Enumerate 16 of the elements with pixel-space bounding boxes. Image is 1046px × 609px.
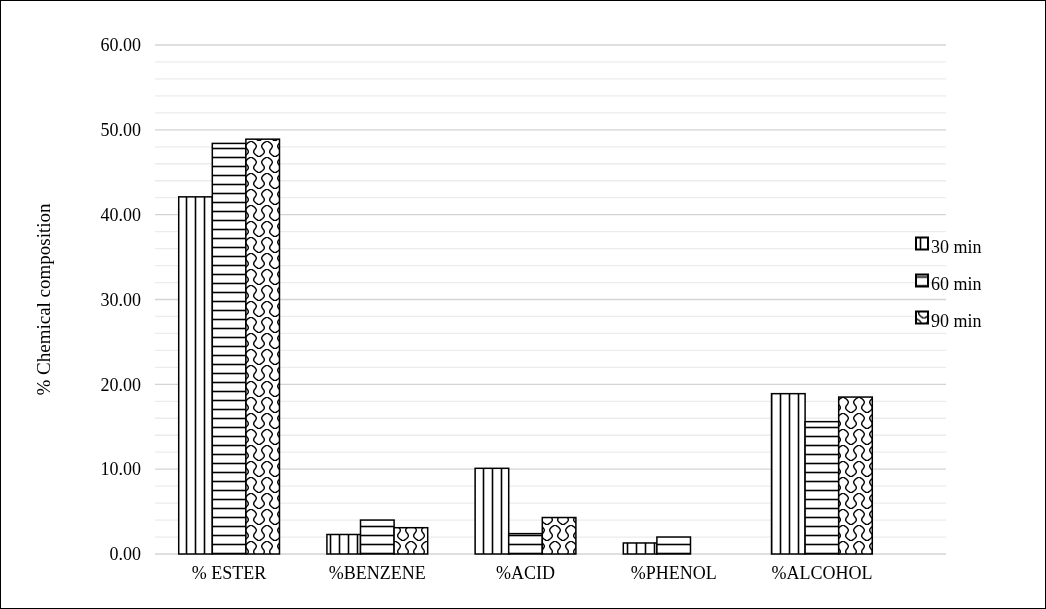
y-tick-label: 10.00 [100, 459, 141, 480]
y-axis-title: % Chemical composition [33, 202, 54, 396]
y-tick-label: 40.00 [100, 204, 141, 225]
x-tick-label: %BENZENE [328, 562, 426, 583]
x-tick-label: %PHENOL [630, 562, 717, 583]
y-tick-label: 0.00 [109, 544, 141, 565]
legend-label: 30 min [931, 236, 982, 257]
x-tick-label: %ACID [496, 562, 555, 583]
x-tick-label: %ALCOHOL [771, 562, 873, 583]
y-tick-label: 30.00 [100, 289, 141, 310]
x-tick-label: % ESTER [191, 562, 267, 583]
y-tick-label: 60.00 [100, 35, 141, 56]
legend-label: 90 min [931, 310, 982, 331]
legend-label: 60 min [931, 273, 982, 294]
y-tick-label: 20.00 [100, 374, 141, 395]
y-tick-label: 50.00 [100, 120, 141, 141]
